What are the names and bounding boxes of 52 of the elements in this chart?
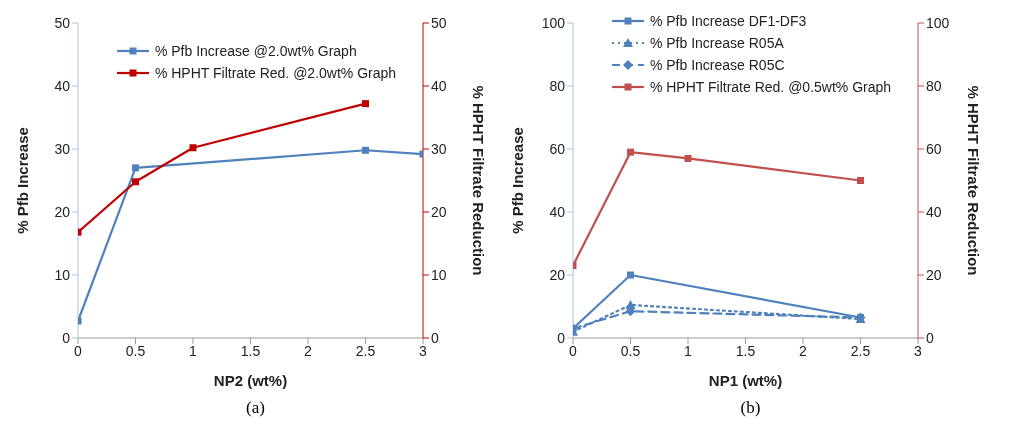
text: (b) [739,398,762,418]
x-tick-label: 2.5 [355,342,376,359]
text: (a) [245,398,266,418]
y-tick-label: 60 [549,140,566,157]
y2-tick-label: 10 [431,266,447,283]
y-tick-label: 20 [54,203,71,220]
y2-axis-title: % HPHT Filtrate Reduction [469,85,487,276]
x-tick-label: 0 [569,342,578,359]
x-tick-label: 1.5 [735,342,756,359]
y-tick-label: 0 [62,329,71,346]
x-tick-label: 3 [914,342,923,359]
y2-tick-label: 50 [431,14,447,31]
y2-tick-label: 30 [431,140,447,157]
y2-tick-label: 0 [926,329,934,346]
y-tick-label: 20 [549,266,566,283]
x-tick-label: 1 [684,342,693,359]
legend-label: % HPHT Filtrate Red. @2.0wt% Graph [154,64,397,83]
y-tick-label: 10 [54,266,71,283]
y-tick-label: 40 [549,203,566,220]
x-tick-label: 0 [74,342,83,359]
y-tick-label: 80 [549,77,566,94]
x-axis-title: NP2 (wt%) [213,372,288,389]
y2-tick-label: 60 [926,140,942,157]
legend-label: % Pfb Increase DF1-DF3 [649,12,807,31]
y-tick-label: 100 [541,14,566,31]
x-tick-label: 2 [799,342,808,359]
x-axis-title: NP1 (wt%) [708,372,783,389]
y-axis-title: % Pfb Increase [14,127,32,234]
y2-tick-label: 80 [926,77,942,94]
x-tick-label: 0.5 [125,342,146,359]
x-tick-label: 2 [304,342,313,359]
y2-tick-label: 20 [431,203,447,220]
y2-tick-label: 40 [926,203,942,220]
legend-label: % Pfb Increase R05C [649,56,785,75]
legend-label: % HPHT Filtrate Red. @0.5wt% Graph [649,78,892,97]
x-tick-label: 0.5 [620,342,641,359]
y-axis-title: % Pfb Increase [509,127,527,234]
y-tick-label: 40 [54,77,71,94]
y2-tick-label: 100 [926,14,950,31]
x-tick-label: 3 [419,342,428,359]
y2-tick-label: 20 [926,266,942,283]
y2-axis-title: % HPHT Filtrate Reduction [964,85,982,276]
x-tick-label: 1.5 [240,342,261,359]
y2-tick-label: 40 [431,77,447,94]
x-tick-label: 2.5 [850,342,871,359]
x-tick-label: 1 [189,342,198,359]
y-tick-label: 50 [54,14,71,31]
y-tick-label: 0 [557,329,566,346]
legend-label: % Pfb Increase R05A [649,34,784,53]
y2-tick-label: 0 [431,329,439,346]
y-tick-label: 30 [54,140,71,157]
legend-label: % Pfb Increase @2.0wt% Graph [154,42,357,61]
